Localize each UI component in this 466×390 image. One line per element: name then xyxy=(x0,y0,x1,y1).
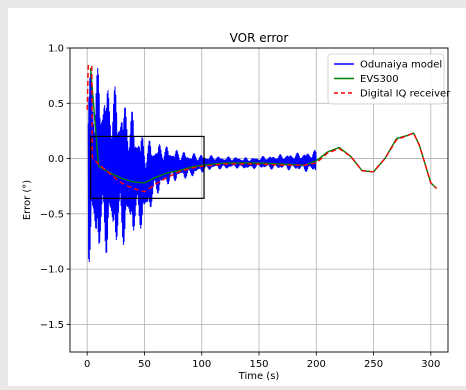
series-evs300 xyxy=(89,67,437,189)
legend-label: Digital IQ receiver xyxy=(360,89,451,100)
x-tick-label: 300 xyxy=(421,359,440,370)
y-tick-label: −0.5 xyxy=(40,209,64,220)
y-tick-label: −1.5 xyxy=(40,320,64,331)
x-axis-label: Time (s) xyxy=(238,371,280,382)
x-tick-label: 250 xyxy=(364,359,383,370)
y-tick-label: −1.0 xyxy=(40,265,64,276)
zoom-box xyxy=(90,135,205,199)
legend-label: Odunaiya model xyxy=(360,60,442,71)
legend-box xyxy=(327,53,445,105)
y-tick-label: 0.5 xyxy=(48,99,64,110)
x-tick-label: 100 xyxy=(192,359,211,370)
axis-ticks: 0 50 100 150 200 250 300 −1.5 −1.0 −0.5 0.0 0.5 1.0 xyxy=(40,44,441,371)
chart-figure: VOR error 0 50 100 150 200 250 300 −1.5 −1.0 −0.5… xyxy=(8,8,466,386)
plot-data xyxy=(86,65,437,263)
legend-label: EVS300 xyxy=(360,74,399,85)
y-tick-label: 0.0 xyxy=(48,154,64,165)
y-axis-label: Error (°) xyxy=(22,180,33,220)
x-tick-label: 50 xyxy=(138,359,151,370)
vor-error-chart: VOR error 0 50 100 150 200 250 300 −1.5 −1.0 −0.5… xyxy=(22,31,451,382)
x-tick-label: 200 xyxy=(307,359,326,370)
x-tick-label: 0 xyxy=(84,359,90,370)
chart-title: VOR error xyxy=(230,31,289,45)
y-tick-label: 1.0 xyxy=(48,44,64,55)
series-digital-iq-receiver xyxy=(86,65,437,193)
legend: Odunaiya model EVS300 Digital IQ receiver xyxy=(327,53,451,105)
x-tick-label: 150 xyxy=(249,359,268,370)
